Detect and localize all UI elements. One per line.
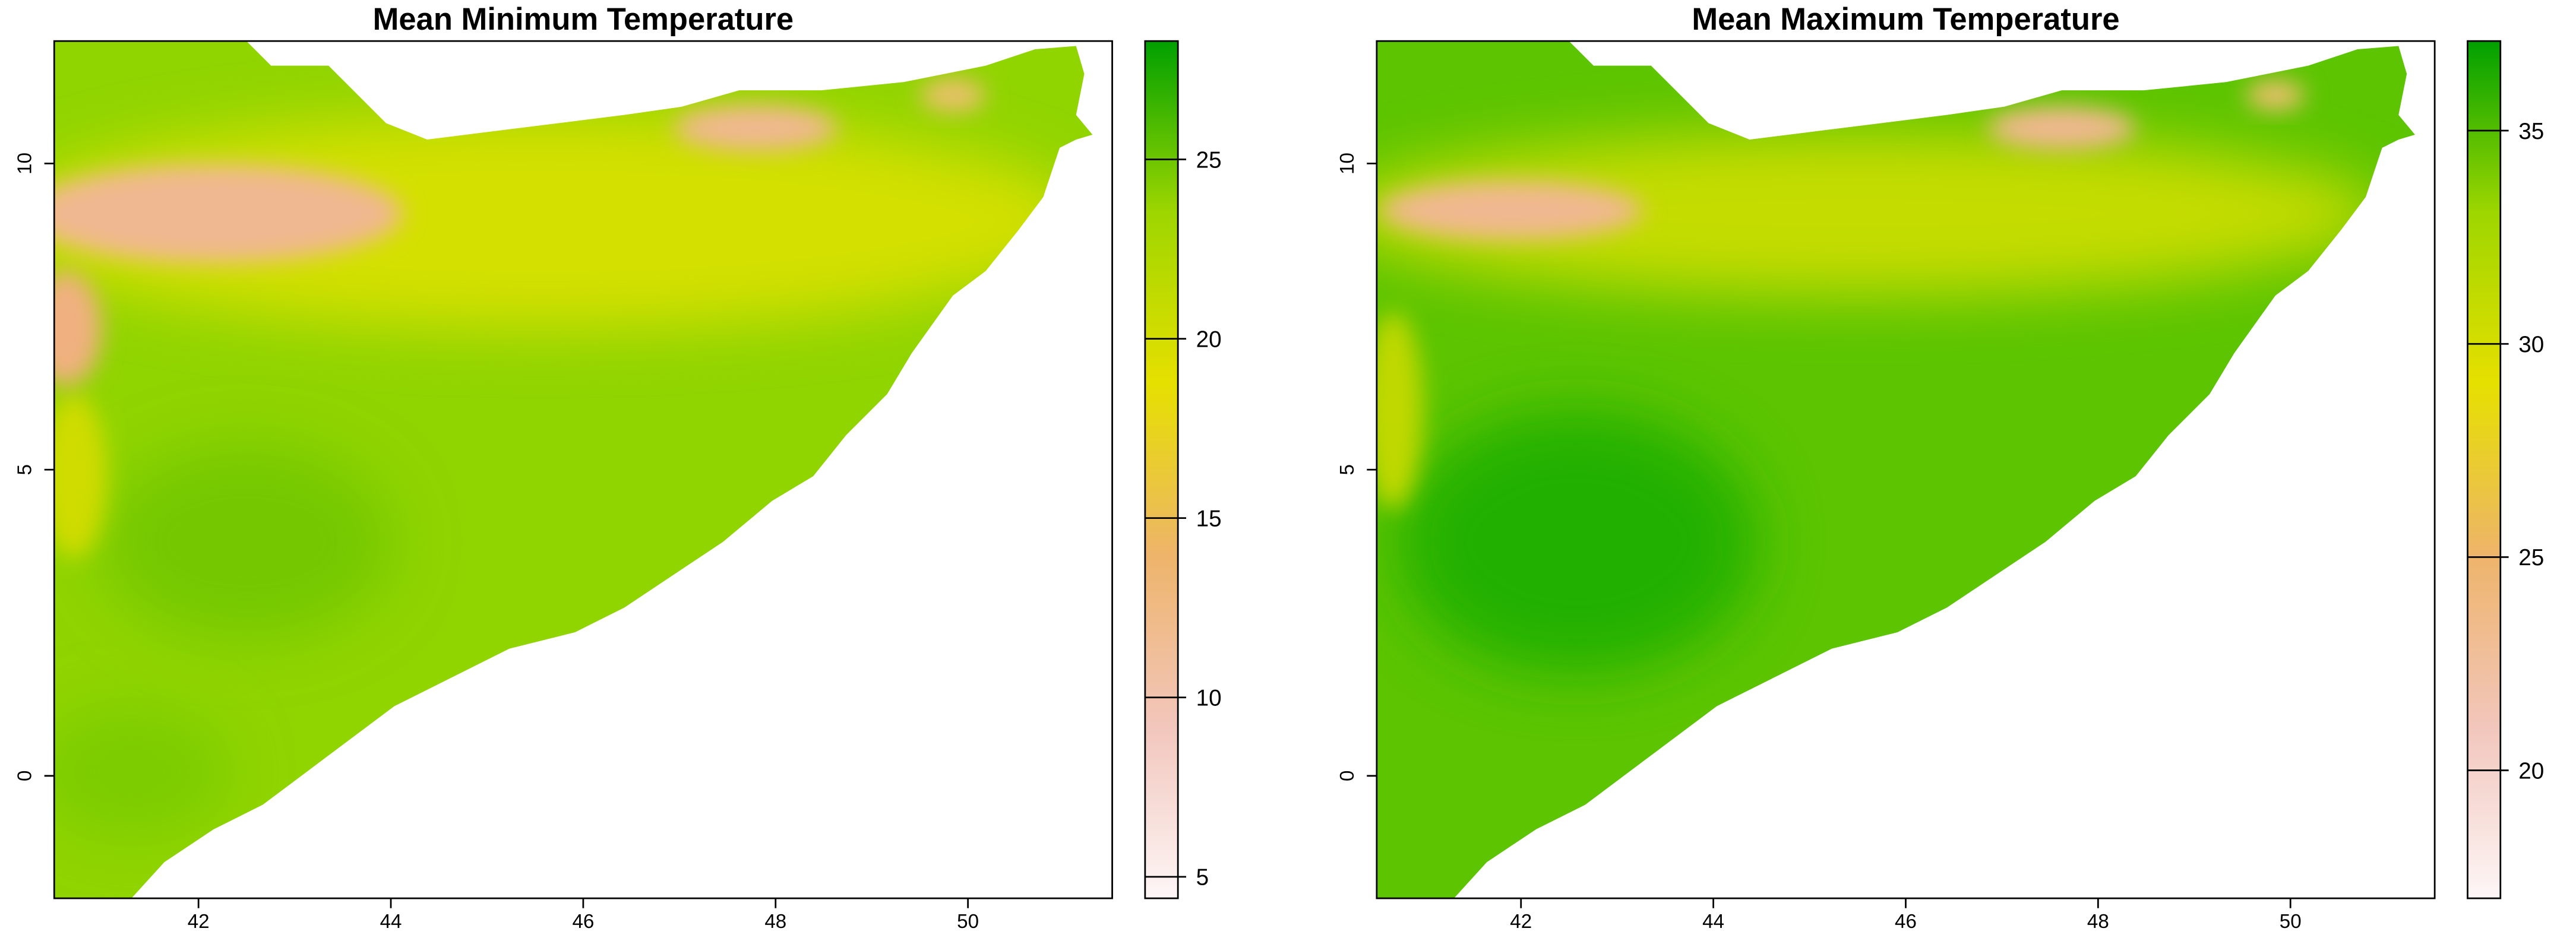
x-tick-label: 50 — [2280, 911, 2302, 933]
x-tick-label: 48 — [764, 911, 786, 933]
colorbar-tick-label: 5 — [1196, 865, 1209, 891]
x-tick-label: 48 — [2087, 911, 2109, 933]
colorbar-tick-label: 25 — [1196, 147, 1222, 173]
colorbar-tick-label: 20 — [2518, 758, 2544, 784]
x-tick-label: 50 — [957, 911, 979, 933]
x-tick-label: 42 — [1510, 911, 1532, 933]
y-tick-label: 0 — [1336, 771, 1358, 781]
colorbar-tick-label: 10 — [1196, 686, 1222, 711]
colorbar — [1144, 40, 1179, 899]
x-tick-label: 44 — [380, 911, 402, 933]
y-tick-label: 10 — [1336, 153, 1358, 175]
chart-title: Mean Maximum Temperature — [1692, 2, 2119, 37]
x-tick-label: 44 — [1702, 911, 1724, 933]
y-tick-label: 5 — [1336, 464, 1358, 475]
y-tick-label: 5 — [14, 464, 36, 475]
raster-left — [54, 41, 1093, 899]
colorbar-tick-label: 30 — [2518, 332, 2544, 357]
y-tick-label: 0 — [14, 771, 36, 781]
colorbar — [2467, 40, 2502, 899]
colorbar-tick-label: 25 — [2518, 545, 2544, 571]
colorbar-tick-label: 35 — [2518, 119, 2544, 144]
raster-right — [1376, 41, 2415, 899]
colorbar-tick-label: 20 — [1196, 327, 1222, 352]
colorbar-tick-label: 15 — [1196, 506, 1222, 532]
chart-title: Mean Minimum Temperature — [373, 2, 794, 37]
y-tick-label: 10 — [14, 153, 36, 175]
x-tick-label: 42 — [188, 911, 210, 933]
x-tick-label: 46 — [572, 911, 594, 933]
x-tick-label: 46 — [1895, 911, 1917, 933]
